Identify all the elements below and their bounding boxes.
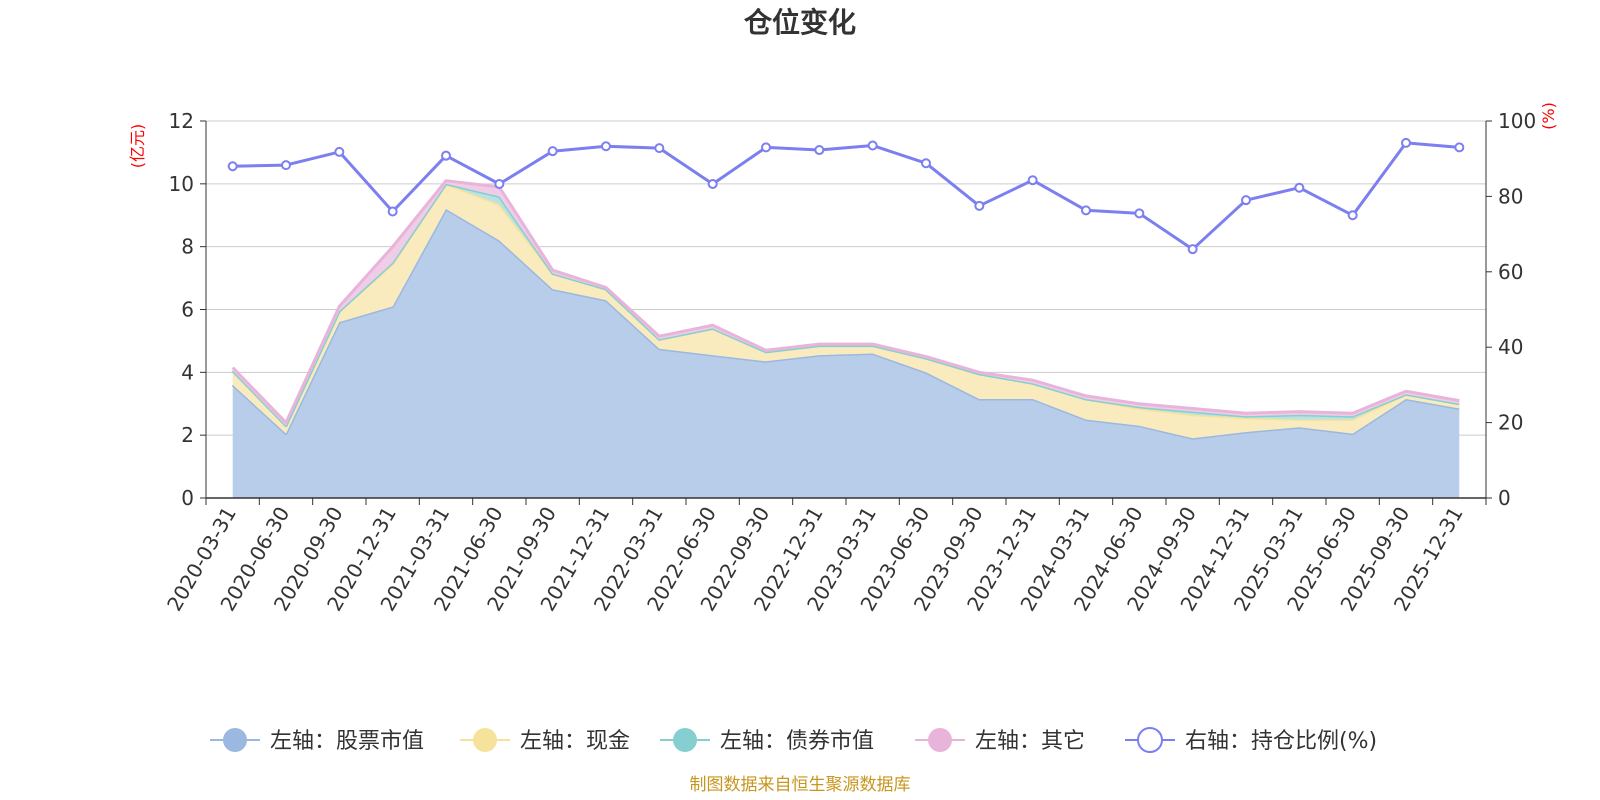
left-tick-label: 2 [181,423,194,447]
area-top-line [231,179,1460,425]
ratio-point [761,142,771,153]
right-tick-label: 100 [1498,109,1536,133]
right-tick-label: 40 [1498,335,1523,359]
left-tick-label: 10 [169,172,194,196]
ratio-point [1134,208,1145,219]
legend-marker [223,728,247,752]
right-tick-label: 80 [1498,184,1523,208]
legend-label: 左轴：现金 [520,729,630,754]
ratio-point [601,141,611,152]
stacked-areas [231,179,1460,498]
left-tick-label: 0 [181,486,194,510]
ratio-point [441,150,451,161]
ratio-point [1027,175,1038,186]
ratio-point [387,206,398,217]
legend-label: 左轴：债券市值 [720,729,874,754]
ratio-point [494,178,505,189]
ratio-point [281,160,291,171]
ratio-point [1241,195,1251,206]
ratio-point [814,145,825,156]
legend-label: 左轴：股票市值 [270,729,424,754]
legend-marker [473,728,497,752]
ratio-point [1401,137,1411,148]
legend-marker [928,728,952,752]
right-tick-label: 20 [1498,411,1523,435]
right-tick-label: 60 [1498,260,1523,284]
legend: 左轴：股票市值 左轴：现金 左轴：债券市值 左轴：其它 右轴：持仓比例(%) [210,727,1377,754]
ratio-point [1454,142,1465,153]
ratio-point [547,146,558,157]
ratio-point [334,146,345,157]
left-tick-label: 4 [181,360,194,384]
ratio-point [707,178,718,189]
left-tick-label: 6 [181,298,194,322]
ratio-point [921,158,931,169]
left-tick-label: 12 [169,109,194,133]
ratio-point [867,140,878,151]
right-tick-label: 0 [1498,486,1511,510]
ratio-point [1187,244,1198,255]
legend-marker [673,728,697,752]
ratio-line [232,141,1460,251]
left-tick-label: 8 [181,235,194,259]
left-axis-unit: (亿元) [128,124,147,169]
ratio-point [227,161,238,172]
chart-title: 仓位变化 [744,6,856,39]
ratio-point [974,200,985,211]
legend-label: 左轴：其它 [975,729,1085,754]
right-axis-unit: (%) [1539,102,1558,130]
area-fill [232,209,1460,498]
ratio-point [654,143,665,154]
ratio-line-series [227,137,1465,255]
source-note: 制图数据来自恒生聚源数据库 [690,775,911,795]
ratio-point [1081,205,1091,216]
ratio-point [1347,210,1358,221]
legend-marker [1137,727,1163,753]
ratio-point [1294,182,1305,193]
legend-label: 右轴：持仓比例(%) [1185,729,1377,754]
